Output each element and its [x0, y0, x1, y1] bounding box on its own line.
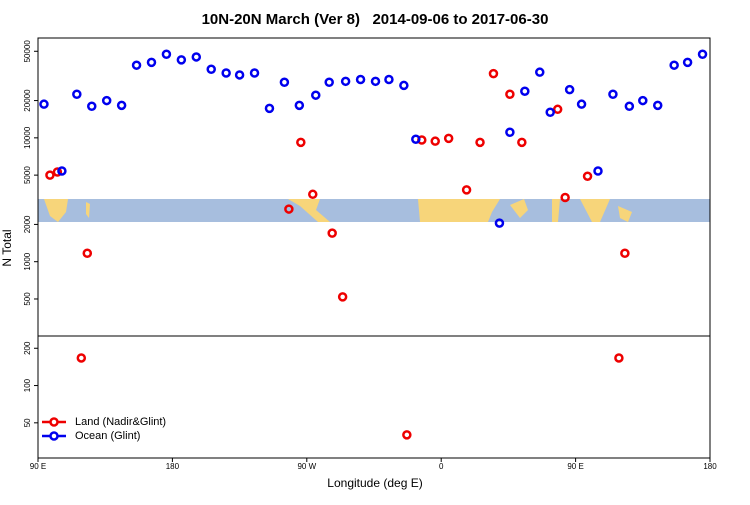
- point: [475, 137, 485, 148]
- point: [279, 77, 290, 88]
- point: [284, 204, 294, 214]
- point: [593, 166, 603, 176]
- point: [234, 70, 245, 80]
- y-tick-label: 500: [23, 292, 32, 306]
- point: [176, 55, 187, 65]
- point: [161, 49, 172, 60]
- legend-label: Ocean (Glint): [75, 430, 140, 442]
- legend-marker: [49, 431, 59, 441]
- point: [576, 99, 587, 109]
- point: [249, 68, 260, 78]
- point: [552, 104, 563, 115]
- x-tick-label: 90 E: [30, 462, 46, 471]
- point: [52, 167, 63, 177]
- point: [294, 100, 305, 111]
- point: [430, 136, 440, 146]
- point: [308, 189, 318, 200]
- point: [399, 80, 409, 91]
- y-axis-label: N Total: [0, 229, 14, 266]
- legend-label: Land (Nadir&Glint): [75, 416, 166, 428]
- point: [206, 64, 216, 74]
- point: [614, 353, 624, 363]
- chart-title: 10N-20N March (Ver 8) 2014-09-06 to 2017…: [202, 11, 549, 28]
- point: [620, 248, 630, 259]
- point: [488, 68, 499, 79]
- x-axis-label: Longitude (deg E): [327, 476, 422, 490]
- point: [564, 84, 575, 95]
- point: [327, 228, 337, 238]
- y-tick-label: 200: [23, 341, 32, 355]
- legend-marker: [49, 417, 59, 427]
- point: [517, 137, 527, 148]
- point: [264, 103, 275, 114]
- y-tick-label: 50000: [23, 40, 32, 63]
- point: [669, 60, 679, 70]
- point: [411, 134, 421, 144]
- point: [461, 185, 472, 195]
- x-tick-label: 180: [166, 462, 180, 471]
- point: [76, 353, 87, 363]
- point: [191, 52, 202, 62]
- y-tick-label: 100: [23, 378, 32, 392]
- point: [582, 171, 593, 181]
- point: [560, 192, 570, 203]
- x-tick-label: 90 E: [567, 462, 583, 471]
- point: [337, 292, 348, 302]
- y-tick-label: 10000: [23, 126, 32, 149]
- point: [505, 89, 515, 99]
- point: [355, 74, 366, 85]
- point: [101, 95, 112, 106]
- point: [608, 89, 618, 99]
- point: [535, 67, 545, 77]
- point: [494, 218, 505, 228]
- plot-frame: [37, 37, 711, 459]
- point: [682, 57, 693, 68]
- point: [370, 76, 381, 87]
- y-tick-label: 20000: [23, 89, 32, 112]
- point: [296, 137, 306, 148]
- point: [505, 127, 515, 137]
- point: [324, 77, 334, 88]
- point: [116, 100, 127, 111]
- y-tick-label: 50: [23, 418, 32, 427]
- point: [652, 100, 663, 111]
- point: [57, 166, 67, 176]
- y-tick-label: 2000: [23, 215, 32, 233]
- point: [624, 101, 635, 111]
- map-strip: [38, 199, 710, 222]
- point: [545, 107, 555, 117]
- point: [82, 248, 93, 259]
- point: [340, 76, 351, 87]
- point: [221, 68, 231, 78]
- x-tick-label: 90 W: [297, 462, 316, 471]
- point: [638, 95, 648, 106]
- point: [384, 74, 394, 85]
- point: [146, 57, 157, 68]
- point: [87, 101, 97, 111]
- point: [311, 90, 321, 100]
- point: [131, 60, 142, 70]
- x-tick-label: 180: [703, 462, 717, 471]
- point: [72, 89, 82, 99]
- x-tick-label: 0: [439, 462, 444, 471]
- point: [39, 99, 49, 109]
- point: [697, 49, 708, 60]
- point: [45, 170, 55, 180]
- y-tick-label: 1000: [23, 252, 32, 270]
- point: [443, 133, 454, 144]
- y-tick-label: 5000: [23, 166, 32, 184]
- point: [520, 86, 530, 96]
- point: [402, 430, 412, 440]
